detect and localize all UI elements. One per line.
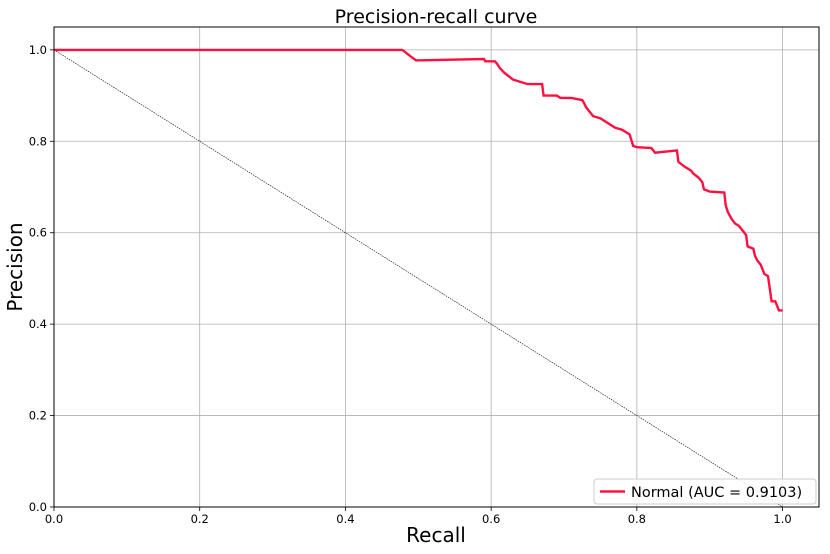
y-tick-label: 0.8 bbox=[29, 134, 47, 148]
x-axis-label: Recall bbox=[406, 523, 466, 547]
x-tick-label: 0.8 bbox=[628, 512, 646, 526]
x-tick-label: 0.0 bbox=[45, 512, 63, 526]
baseline bbox=[53, 49, 783, 508]
y-tick-label: 0.4 bbox=[29, 317, 47, 331]
series-line bbox=[54, 48, 783, 312]
legend-box bbox=[593, 478, 817, 505]
legend: Normal (AUC = 0.9103) bbox=[593, 478, 817, 505]
x-tick-label: 0.2 bbox=[191, 512, 209, 526]
y-tick-label: 0.2 bbox=[29, 409, 47, 423]
series-group bbox=[54, 48, 783, 312]
x-tick-label: 0.6 bbox=[482, 512, 500, 526]
legend-entry: Normal (AUC = 0.9103) bbox=[631, 485, 802, 501]
chart-title: Precision-recall curve bbox=[335, 6, 538, 28]
plot-frame bbox=[53, 26, 820, 508]
y-tick-label: 0.6 bbox=[29, 226, 47, 240]
x-axis-ticks: 0.0 0.2 0.4 0.6 0.8 1.0 bbox=[45, 507, 792, 526]
y-axis-ticks: 0.0 0.2 0.4 0.6 0.8 1.0 bbox=[29, 43, 54, 514]
baseline-line bbox=[53, 49, 783, 508]
x-tick-label: 1.0 bbox=[773, 512, 791, 526]
y-axis-label: Precision bbox=[3, 222, 27, 311]
x-tick-label: 0.4 bbox=[336, 512, 354, 526]
y-tick-label: 1.0 bbox=[29, 43, 47, 57]
y-tick-label: 0.0 bbox=[29, 500, 47, 514]
grid bbox=[53, 27, 819, 508]
